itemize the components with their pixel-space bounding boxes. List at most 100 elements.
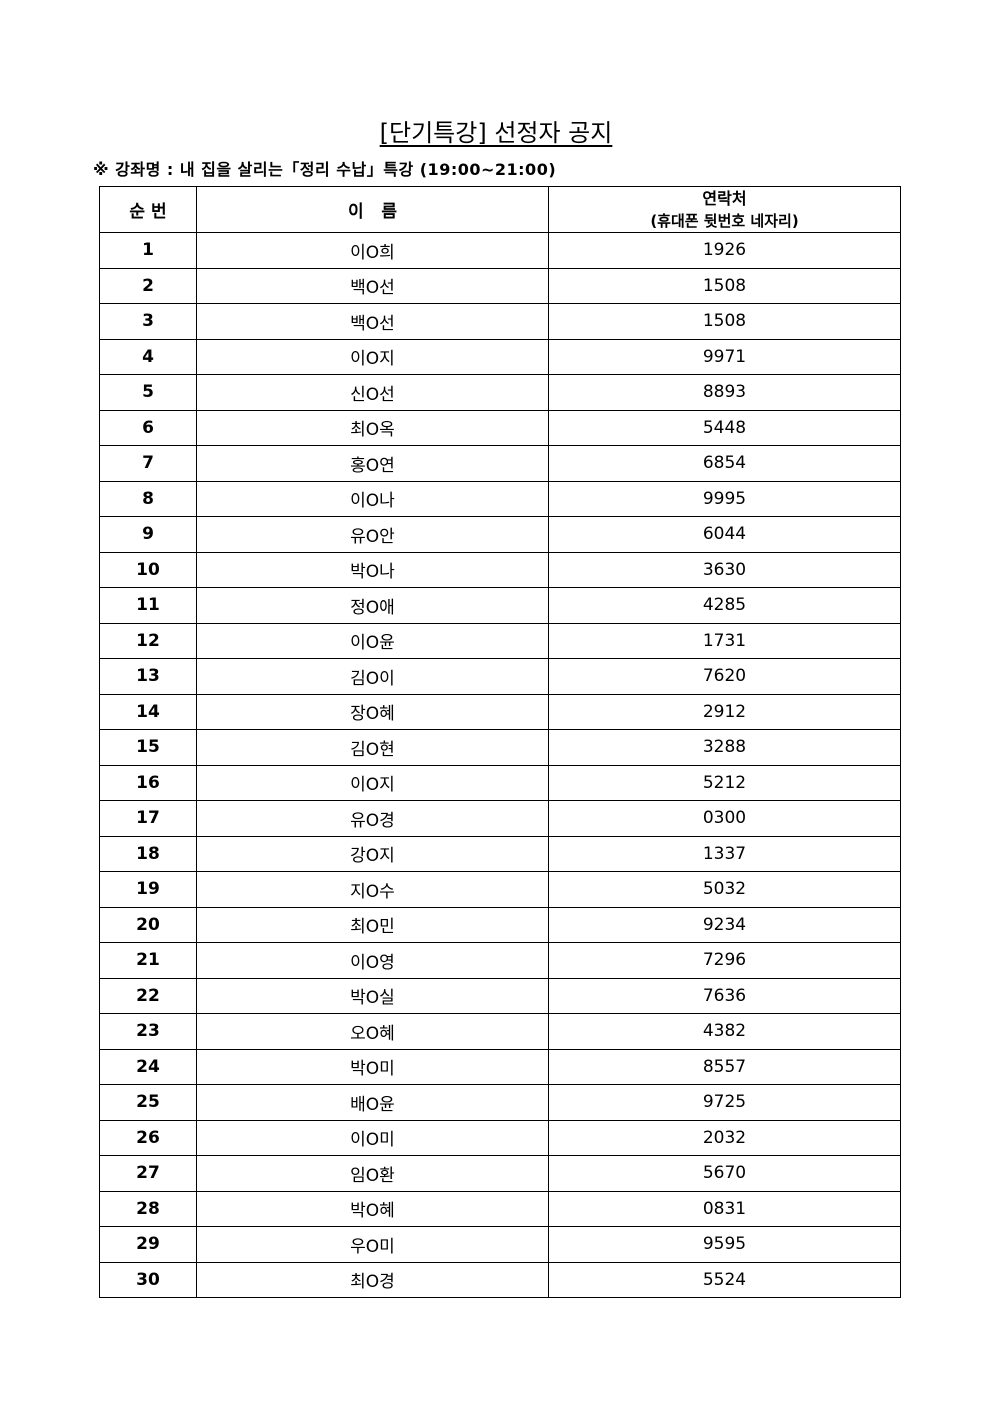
table-row: 4 이O지 9971 xyxy=(99,338,901,375)
row-phone: 9234 xyxy=(548,906,901,943)
row-number: 18 xyxy=(99,835,197,872)
row-number: 19 xyxy=(99,871,197,908)
table-row: 8 이O나 9995 xyxy=(99,480,901,517)
row-number: 20 xyxy=(99,906,197,943)
table-row: 15 김O현 3288 xyxy=(99,729,901,766)
row-phone: 4285 xyxy=(548,587,901,624)
row-name: 김O이 xyxy=(196,658,549,695)
course-subtitle: ※ 강좌명 : 내 집을 살리는「정리 수납」특강 (19:00~21:00) xyxy=(93,160,557,179)
row-number: 25 xyxy=(99,1084,197,1121)
row-name: 이O영 xyxy=(196,942,549,979)
row-phone: 6854 xyxy=(548,445,901,482)
table-row: 25 배O윤 9725 xyxy=(99,1084,901,1121)
row-phone: 1337 xyxy=(548,835,901,872)
row-phone: 9971 xyxy=(548,338,901,375)
row-number: 7 xyxy=(99,445,197,482)
row-name: 우O미 xyxy=(196,1226,549,1263)
row-phone: 5670 xyxy=(548,1155,901,1192)
row-name: 이O지 xyxy=(196,764,549,801)
table-row: 11 정O애 4285 xyxy=(99,587,901,624)
row-number: 4 xyxy=(99,338,197,375)
row-name: 유O안 xyxy=(196,516,549,553)
row-phone: 9725 xyxy=(548,1084,901,1121)
row-phone: 0300 xyxy=(548,800,901,837)
row-name: 배O윤 xyxy=(196,1084,549,1121)
table-row: 30 최O경 5524 xyxy=(99,1261,901,1298)
row-phone: 1508 xyxy=(548,267,901,304)
table-row: 22 박O실 7636 xyxy=(99,977,901,1014)
row-phone: 3288 xyxy=(548,729,901,766)
row-phone: 9995 xyxy=(548,480,901,517)
row-number: 28 xyxy=(99,1190,197,1227)
table-row: 7 홍O연 6854 xyxy=(99,445,901,482)
row-number: 8 xyxy=(99,480,197,517)
row-phone: 3630 xyxy=(548,551,901,588)
row-phone: 1508 xyxy=(548,303,901,340)
header-contact: 연락처 (휴대폰 뒷번호 네자리) xyxy=(548,186,901,233)
row-name: 박O미 xyxy=(196,1048,549,1085)
table-row: 18 강O지 1337 xyxy=(99,835,901,872)
table-row: 19 지O수 5032 xyxy=(99,871,901,908)
table-row: 5 신O선 8893 xyxy=(99,374,901,411)
selected-list-table: 순 번 이 름 연락처 (휴대폰 뒷번호 네자리) 1 이O희 1926 2 백O선 15… xyxy=(99,186,901,1298)
row-name: 최O옥 xyxy=(196,409,549,446)
row-phone: 9595 xyxy=(548,1226,901,1263)
row-phone: 7620 xyxy=(548,658,901,695)
row-number: 5 xyxy=(99,374,197,411)
row-number: 29 xyxy=(99,1226,197,1263)
row-number: 30 xyxy=(99,1261,197,1298)
row-number: 9 xyxy=(99,516,197,553)
row-phone: 8893 xyxy=(548,374,901,411)
row-number: 13 xyxy=(99,658,197,695)
row-number: 15 xyxy=(99,729,197,766)
row-number: 3 xyxy=(99,303,197,340)
table-row: 17 유O경 0300 xyxy=(99,800,901,837)
table-row: 6 최O옥 5448 xyxy=(99,409,901,446)
row-phone: 2912 xyxy=(548,693,901,730)
header-contact-label: 연락처 xyxy=(702,188,747,208)
row-name: 정O애 xyxy=(196,587,549,624)
row-phone: 6044 xyxy=(548,516,901,553)
row-name: 박O혜 xyxy=(196,1190,549,1227)
table-row: 2 백O선 1508 xyxy=(99,267,901,304)
row-name: 이O지 xyxy=(196,338,549,375)
row-phone: 5448 xyxy=(548,409,901,446)
row-name: 이O윤 xyxy=(196,622,549,659)
row-name: 지O수 xyxy=(196,871,549,908)
row-name: 이O미 xyxy=(196,1119,549,1156)
row-name: 김O현 xyxy=(196,729,549,766)
table-row: 28 박O혜 0831 xyxy=(99,1190,901,1227)
row-number: 16 xyxy=(99,764,197,801)
table-row: 21 이O영 7296 xyxy=(99,942,901,979)
row-name: 임O환 xyxy=(196,1155,549,1192)
row-number: 14 xyxy=(99,693,197,730)
row-number: 17 xyxy=(99,800,197,837)
row-number: 23 xyxy=(99,1013,197,1050)
row-number: 24 xyxy=(99,1048,197,1085)
row-name: 백O선 xyxy=(196,267,549,304)
row-phone: 5212 xyxy=(548,764,901,801)
table-row: 10 박O나 3630 xyxy=(99,551,901,588)
row-name: 박O실 xyxy=(196,977,549,1014)
row-phone: 1926 xyxy=(548,232,901,269)
title-text: [단기특강] 선정자 공지 xyxy=(379,119,613,147)
row-number: 11 xyxy=(99,587,197,624)
row-number: 21 xyxy=(99,942,197,979)
row-name: 이O희 xyxy=(196,232,549,269)
row-name: 강O지 xyxy=(196,835,549,872)
table-row: 12 이O윤 1731 xyxy=(99,622,901,659)
row-phone: 7636 xyxy=(548,977,901,1014)
row-number: 22 xyxy=(99,977,197,1014)
table-row: 29 우O미 9595 xyxy=(99,1226,901,1263)
table-row: 1 이O희 1926 xyxy=(99,232,901,269)
row-phone: 0831 xyxy=(548,1190,901,1227)
row-name: 장O혜 xyxy=(196,693,549,730)
row-number: 2 xyxy=(99,267,197,304)
row-phone: 7296 xyxy=(548,942,901,979)
row-name: 신O선 xyxy=(196,374,549,411)
row-number: 27 xyxy=(99,1155,197,1192)
row-name: 홍O연 xyxy=(196,445,549,482)
page-title: [단기특강] 선정자 공지 xyxy=(0,113,992,148)
table-row: 27 임O환 5670 xyxy=(99,1155,901,1192)
table-row: 3 백O선 1508 xyxy=(99,303,901,340)
